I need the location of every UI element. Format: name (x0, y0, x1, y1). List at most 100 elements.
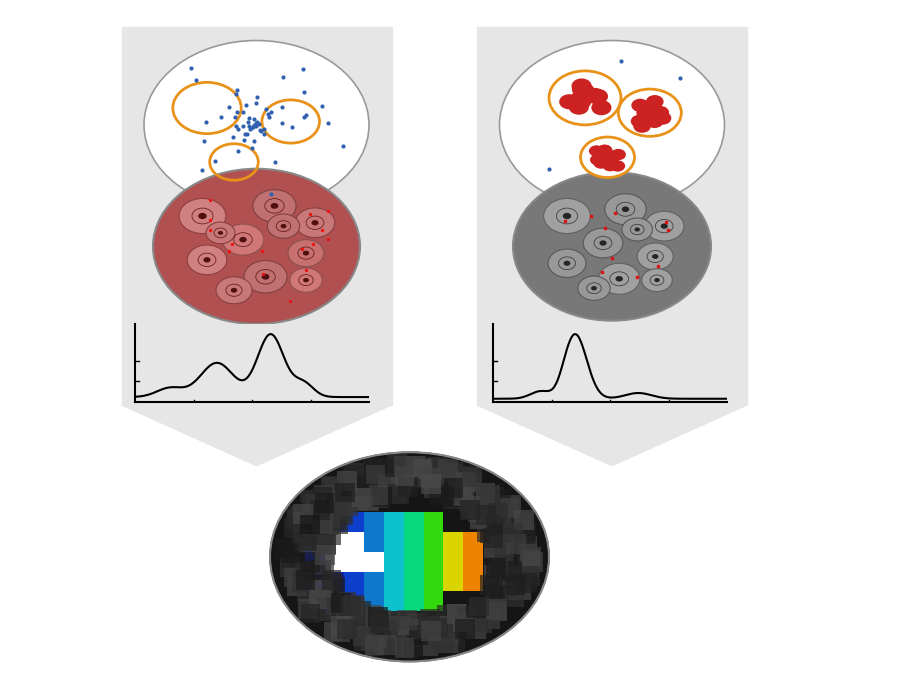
Circle shape (216, 277, 252, 304)
Bar (433, 632, 453, 652)
Bar (371, 610, 391, 630)
Bar (331, 502, 351, 522)
Bar (491, 489, 510, 509)
Bar (459, 491, 479, 511)
Bar (372, 628, 392, 649)
Circle shape (600, 151, 616, 162)
Bar (516, 522, 536, 542)
Bar (437, 605, 457, 625)
Bar (370, 471, 390, 491)
Bar (355, 611, 374, 630)
Circle shape (580, 137, 634, 178)
Circle shape (579, 88, 599, 103)
Bar (336, 610, 356, 629)
Bar (313, 514, 333, 534)
Bar (305, 532, 325, 552)
Bar (484, 487, 504, 506)
Bar (430, 619, 450, 639)
Bar (389, 484, 409, 504)
Bar (304, 518, 324, 537)
Bar (315, 526, 335, 545)
Bar (409, 625, 428, 645)
Bar (421, 474, 441, 494)
Circle shape (578, 276, 610, 300)
Bar (489, 558, 508, 578)
Bar (300, 514, 319, 535)
Bar (453, 612, 472, 632)
Bar (375, 615, 395, 635)
Bar (495, 506, 515, 525)
Bar (292, 512, 312, 532)
Circle shape (646, 115, 663, 128)
Bar (320, 587, 339, 607)
Bar (323, 573, 343, 593)
Bar (368, 608, 388, 627)
Bar (333, 496, 353, 516)
Bar (448, 479, 468, 499)
Bar (378, 475, 398, 494)
Bar (489, 503, 508, 522)
Bar (354, 632, 373, 651)
Bar (353, 487, 373, 508)
Bar (456, 605, 476, 624)
Bar (313, 577, 333, 597)
Bar (305, 572, 325, 591)
Bar (524, 552, 544, 572)
Bar (495, 544, 515, 564)
Bar (292, 502, 312, 522)
Circle shape (590, 154, 605, 165)
Bar (311, 578, 331, 597)
Bar (509, 574, 529, 593)
Bar (424, 512, 444, 532)
Bar (486, 599, 506, 619)
Bar (358, 491, 378, 510)
Bar (455, 620, 475, 639)
Circle shape (572, 95, 591, 109)
Circle shape (638, 107, 656, 120)
Bar (493, 542, 513, 562)
Polygon shape (477, 27, 747, 405)
Circle shape (622, 218, 652, 241)
Bar (379, 621, 399, 641)
Bar (341, 596, 361, 616)
Bar (292, 562, 312, 581)
Bar (446, 481, 466, 500)
Bar (453, 486, 472, 506)
Bar (480, 485, 500, 505)
Bar (284, 518, 304, 538)
Bar (407, 456, 427, 476)
Bar (298, 526, 318, 546)
Bar (418, 629, 438, 649)
Bar (466, 620, 486, 639)
Bar (424, 591, 444, 612)
Bar (354, 626, 373, 646)
Circle shape (218, 231, 223, 235)
Bar (443, 489, 463, 510)
Bar (481, 609, 500, 628)
Bar (424, 552, 444, 572)
Circle shape (654, 278, 660, 282)
Bar (325, 572, 345, 591)
Bar (420, 609, 440, 629)
Bar (406, 614, 426, 633)
Circle shape (544, 198, 590, 234)
Bar (292, 521, 312, 541)
Bar (383, 618, 403, 638)
Circle shape (222, 224, 264, 255)
Bar (370, 613, 390, 632)
Bar (326, 594, 346, 614)
Bar (486, 558, 506, 578)
Bar (364, 512, 384, 532)
Bar (394, 456, 414, 475)
Bar (344, 462, 364, 483)
Circle shape (661, 223, 668, 229)
Bar (281, 549, 301, 568)
Bar (485, 580, 505, 600)
Bar (429, 457, 449, 477)
Bar (364, 618, 384, 638)
Bar (292, 572, 312, 592)
Bar (495, 580, 515, 600)
Bar (440, 624, 460, 644)
Bar (488, 570, 508, 589)
Bar (391, 616, 410, 635)
